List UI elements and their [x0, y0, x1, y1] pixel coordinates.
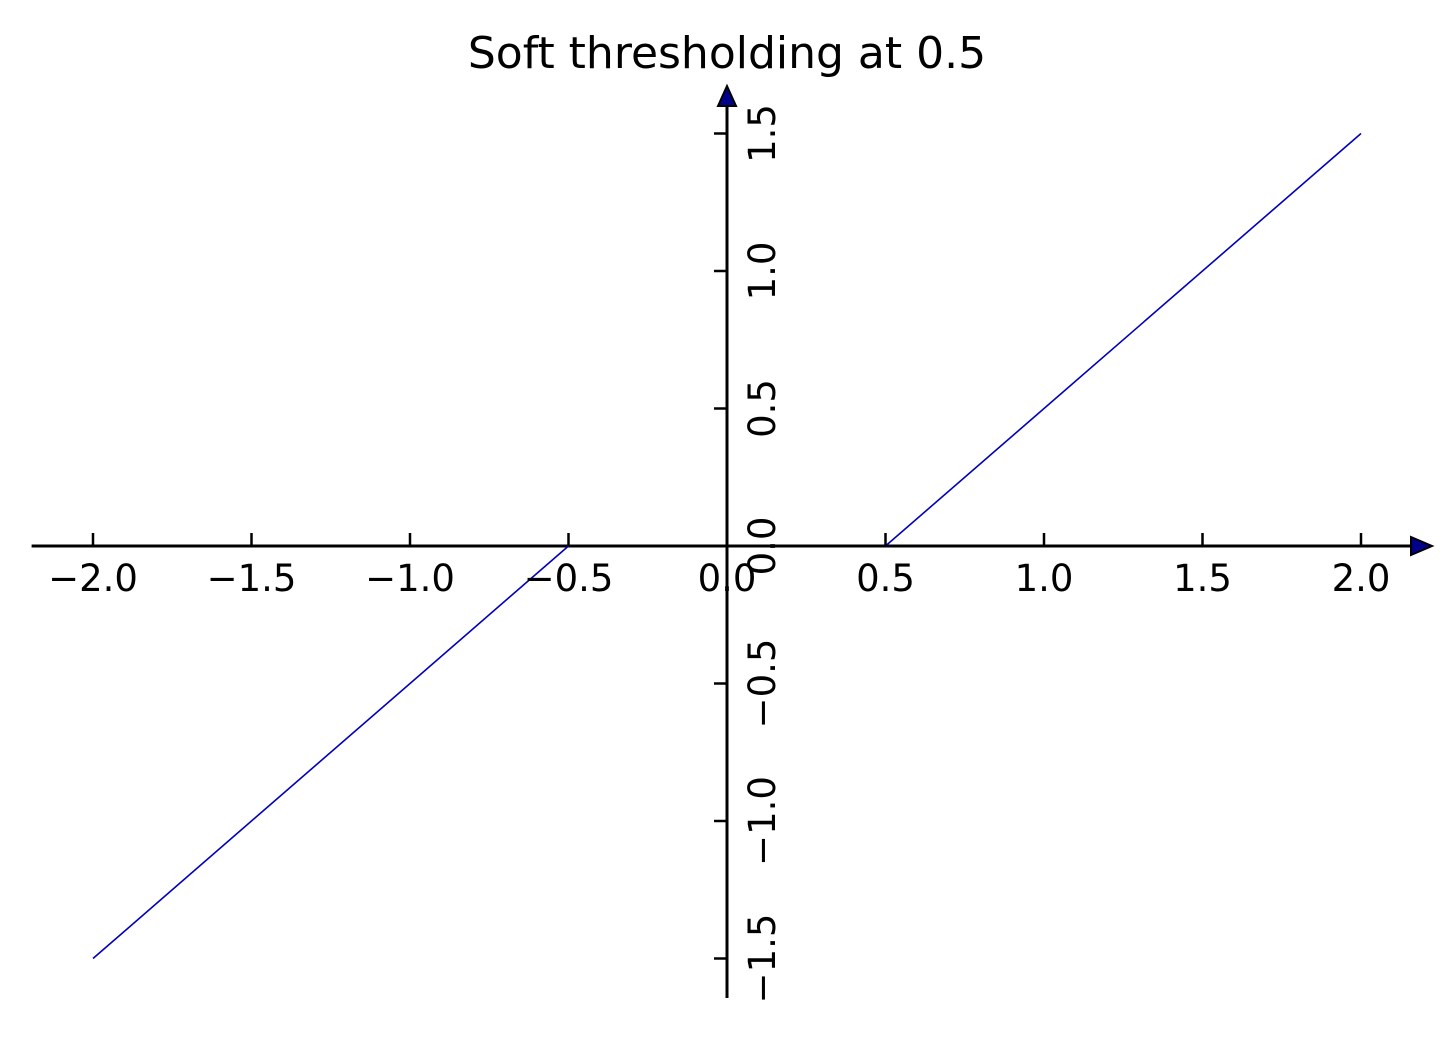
y-tick-label: −0.5: [741, 639, 784, 729]
ticks-layer: −2.0 −1.5 −1.0 −0.5 0.0 0.5 1.0 1.5 2.0 −1.5 −1.0 −…: [48, 104, 1390, 1003]
y-axis-arrow-icon: [716, 83, 738, 107]
x-tick-label: 0.0: [698, 557, 757, 600]
x-tick-label: −2.0: [48, 557, 138, 600]
x-tick-label: 0.5: [856, 557, 915, 600]
x-tick-label: 1.0: [1015, 557, 1074, 600]
y-tick-label: 1.0: [741, 242, 784, 301]
y-tick-label: −1.0: [741, 776, 784, 866]
y-tick-label: −1.5: [741, 914, 784, 1004]
series-line-1: [92, 545, 570, 960]
x-tick-label: −0.5: [524, 557, 614, 600]
x-tick-label: 2.0: [1332, 557, 1391, 600]
y-tick-label: 0.0: [741, 517, 784, 576]
y-tick-label: 0.5: [741, 379, 784, 438]
x-axis-arrow-icon: [1410, 535, 1435, 557]
x-tick-label: 1.5: [1173, 557, 1232, 600]
axes: [31, 83, 1435, 998]
x-tick-label: −1.0: [365, 557, 455, 600]
y-tick-label: 1.5: [741, 104, 784, 163]
chart-title: Soft thresholding at 0.5: [468, 28, 986, 79]
series-layer: [92, 132, 1362, 960]
series-line-2: [884, 132, 1362, 547]
x-tick-label: −1.5: [207, 557, 297, 600]
